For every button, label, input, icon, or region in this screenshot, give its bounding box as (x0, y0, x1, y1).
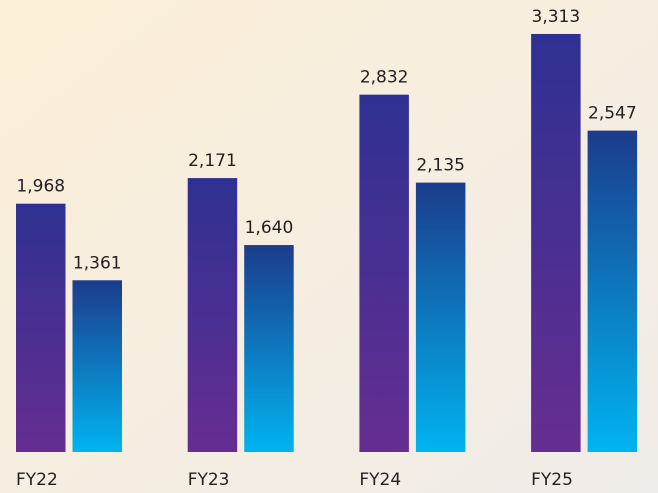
value-label: 2,832 (360, 68, 409, 88)
value-label: 1,640 (245, 218, 294, 238)
value-label: 2,135 (416, 156, 465, 176)
bar (587, 130, 638, 452)
bar (187, 178, 238, 453)
bar (415, 182, 466, 453)
bar (244, 245, 294, 452)
bar (16, 203, 66, 452)
x-tick-label: FY23 (188, 470, 230, 490)
bar (72, 280, 122, 452)
bar (359, 94, 409, 452)
x-tick-label: FY25 (531, 470, 573, 490)
x-tick-label: FY22 (16, 470, 58, 490)
value-label: 3,313 (532, 7, 581, 27)
value-label: 2,547 (588, 104, 637, 124)
bar (531, 33, 581, 452)
value-label: 2,171 (188, 151, 237, 171)
value-label: 1,361 (73, 253, 122, 273)
x-tick-label: FY24 (359, 470, 401, 490)
value-label: 1,968 (16, 177, 65, 197)
